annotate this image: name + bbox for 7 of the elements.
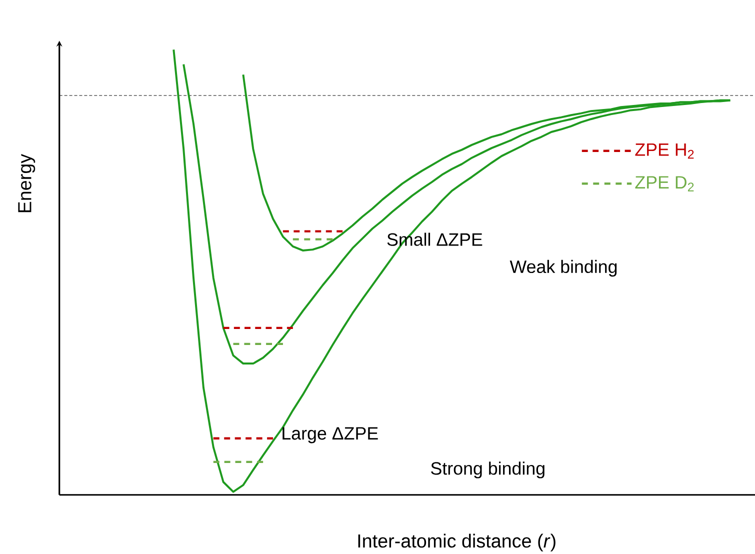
y-axis-title: Energy [18,154,36,212]
legend-label: ZPE H$_{2}$ [635,144,694,159]
annotation: Weak binding [510,260,617,277]
x-axis-title: Inter-atomic distance (r) [358,534,556,552]
annotation: Large ΔZPE [282,427,378,444]
legend-label: ZPE D$_{2}$ [635,176,694,192]
annotation: Strong binding [431,462,544,479]
